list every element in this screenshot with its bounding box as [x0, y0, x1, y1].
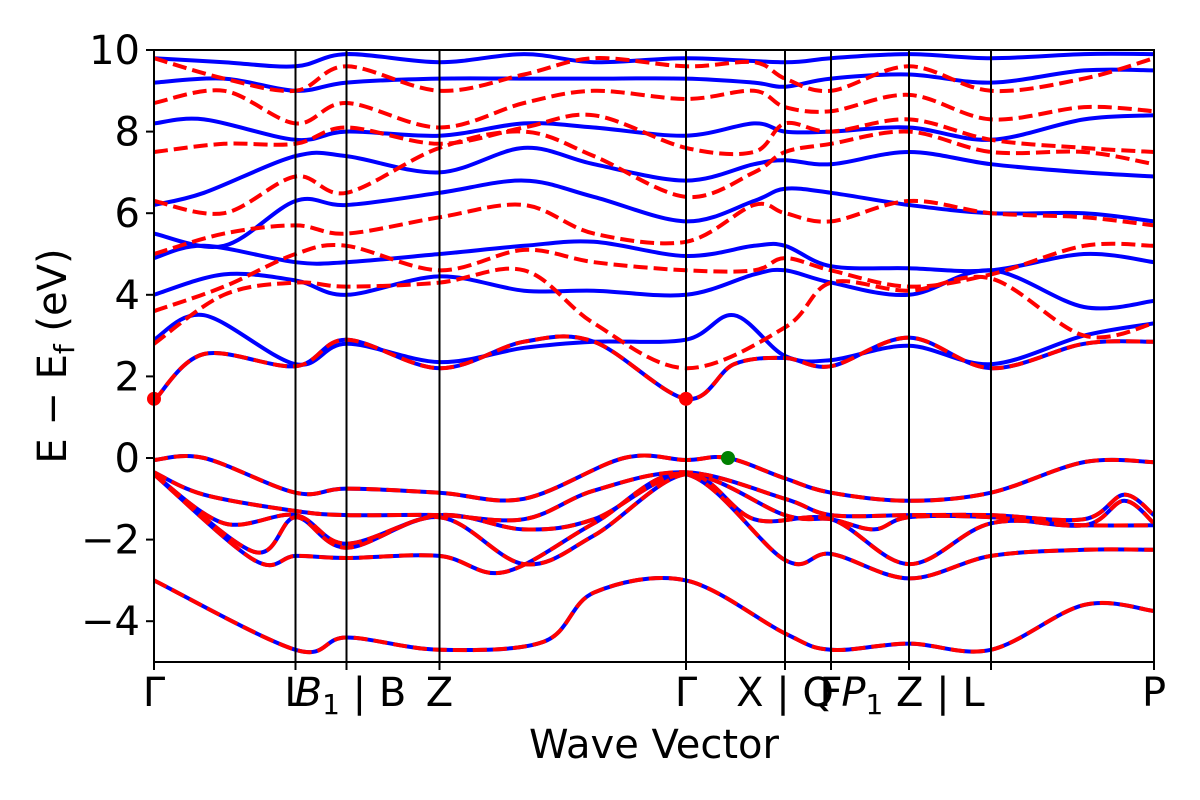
band-valence-dashed-2: [154, 472, 1154, 546]
band-conduction-dashed-0: [154, 334, 1154, 403]
y-tick-label: −2: [81, 518, 140, 564]
y-tick-label: 6: [115, 191, 140, 237]
x-tick-label: P: [1142, 670, 1166, 716]
band-conduction-solid-7: [154, 67, 1154, 93]
x-tick-label: Z: [426, 670, 453, 716]
band-valence-dashed-0: [154, 453, 1154, 503]
y-tick-label: 10: [89, 28, 140, 74]
x-tick-label: P1 Z | L: [841, 670, 985, 721]
x-tick-label: L: [284, 670, 307, 716]
y-tick-label: 0: [115, 436, 140, 482]
y-tick-label: 4: [115, 273, 140, 319]
high-symmetry-lines: [294, 50, 992, 662]
y-axis: −4 −2 0 2 4 6 8 10: [81, 28, 154, 645]
x-tick-label: Γ: [675, 670, 698, 716]
band-conduction-solid-2: [154, 267, 1154, 311]
band-valence-dashed-5: [154, 576, 1154, 655]
y-tick-label: 2: [115, 354, 140, 400]
x-tick-label: F: [819, 670, 842, 716]
vbm-marker-2: [721, 451, 735, 465]
x-axis-label: Wave Vector: [529, 722, 780, 768]
band-conduction-solid-1: [154, 312, 1154, 367]
x-tick-label: X | Q: [736, 670, 834, 716]
band-valence-solid-5: [154, 576, 1154, 655]
band-conduction-dashed-1: [154, 266, 1154, 371]
x-tick-label: Γ: [143, 670, 166, 716]
y-tick-label: −4: [81, 599, 140, 645]
band-valence-solid-0: [154, 453, 1154, 503]
band-conduction-dashed-4: [154, 129, 1154, 216]
band-valence-dashed-4: [154, 471, 1154, 581]
x-tick-label: B1 | B: [295, 670, 407, 721]
band-conduction-dashed-3: [154, 198, 1154, 256]
y-tick-label: 8: [115, 110, 140, 156]
plot-area: [147, 49, 1155, 663]
extrema-markers: [147, 391, 735, 465]
band-conduction-dashed-6: [154, 88, 1154, 130]
bands-dashed-group: [154, 56, 1154, 655]
band-conduction-solid-8: [154, 51, 1154, 69]
plot-frame: [153, 49, 1155, 663]
cbm-marker-0: [679, 391, 693, 406]
y-axis-label: E − Ef (eV): [30, 248, 81, 463]
